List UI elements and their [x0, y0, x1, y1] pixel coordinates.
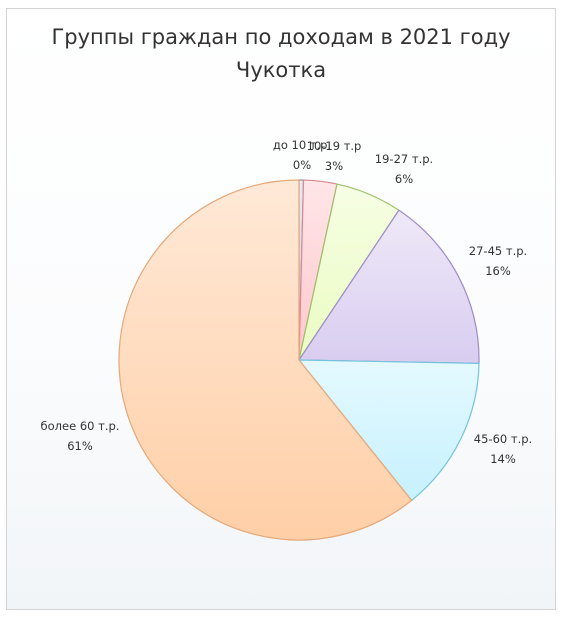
slice-percent-label: 14%: [490, 452, 516, 466]
slice-name-label: до 10 т.р.: [273, 138, 331, 152]
chart-subtitle: Чукотка: [236, 58, 326, 82]
pie-slices: [118, 179, 480, 541]
pie-slice: [297, 359, 480, 502]
data-labels: до 10 т.р. 0% 10-19 т.р 3% 19-27 т.р. 6% 27-45…: [41, 138, 533, 466]
slice-percent-label: 3%: [325, 159, 343, 173]
slice-percent-label: 0%: [293, 158, 311, 172]
slice-name-label: 45-60 т.р.: [474, 432, 532, 446]
slice-name-label: 10-19 т.р: [307, 139, 362, 153]
slice-name-label: 19-27 т.р.: [375, 152, 433, 166]
slice-percent-label: 61%: [67, 439, 93, 453]
slice-percent-label: 6%: [395, 172, 413, 186]
pie-slice: [297, 209, 480, 364]
slice-percent-label: 16%: [485, 264, 511, 278]
pie-slice: [118, 179, 413, 541]
chart-title: Группы граждан по доходам в 2021 году: [51, 25, 510, 49]
slice-name-label: более 60 т.р.: [41, 419, 120, 433]
slice-name-label: 27-45 т.р.: [469, 244, 527, 258]
